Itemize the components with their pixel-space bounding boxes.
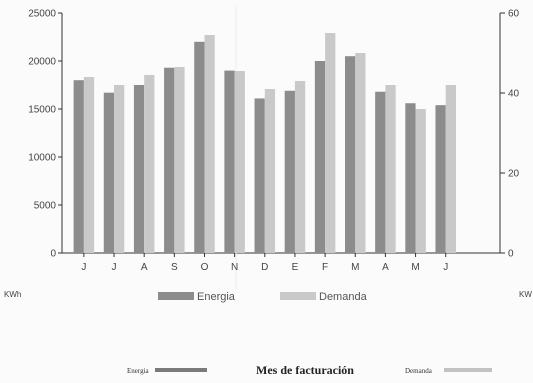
category-label: S xyxy=(171,262,178,273)
caption-swatch-energia xyxy=(155,368,207,372)
bar-energia xyxy=(73,80,84,253)
bar-demanda xyxy=(114,85,125,253)
bar-energia xyxy=(103,92,115,254)
y-left-tick-label: 0 xyxy=(50,249,56,260)
bar-energia xyxy=(314,61,326,253)
y-left-tick-label: 10000 xyxy=(28,153,56,164)
bar-demanda xyxy=(264,89,276,253)
bar-energia xyxy=(284,90,295,253)
category-label: E xyxy=(292,262,299,273)
bar-energia xyxy=(224,70,235,253)
y-right-tick-label: 20 xyxy=(508,169,520,180)
caption-swatch-demanda xyxy=(444,368,492,372)
category-label: D xyxy=(261,262,268,273)
caption-legend-demanda: Demanda xyxy=(405,367,433,375)
bar-energia xyxy=(133,85,145,253)
bar-demanda xyxy=(445,85,456,253)
bar-demanda xyxy=(144,75,155,253)
y-left-tick-label: 25000 xyxy=(28,9,56,20)
legend-label-demanda: Demanda xyxy=(319,291,368,303)
y-right-tick-label: 0 xyxy=(508,249,514,260)
category-label: J xyxy=(81,262,86,273)
category-label: O xyxy=(201,262,209,273)
y-left-unit-label: KWh xyxy=(4,290,21,299)
chart-bars xyxy=(73,33,456,254)
category-label: M xyxy=(351,262,359,273)
category-label: A xyxy=(382,262,389,273)
bar-demanda xyxy=(325,33,336,253)
bar-energia xyxy=(435,105,446,253)
y-left-tick-label: 20000 xyxy=(28,57,56,68)
y-right-unit-label: KW xyxy=(519,290,532,299)
category-label: M xyxy=(411,262,419,273)
bar-demanda xyxy=(385,85,396,253)
bar-demanda xyxy=(83,77,95,253)
bar-demanda xyxy=(415,109,426,253)
bar-demanda xyxy=(234,71,245,253)
bar-energia xyxy=(345,56,356,254)
category-label: J xyxy=(443,262,448,273)
category-label: J xyxy=(112,262,117,273)
bar-energia xyxy=(194,41,205,253)
chart-legend: Energia Demanda xyxy=(158,291,368,303)
legend-swatch-demanda xyxy=(280,292,316,300)
y-left-tick-label: 5000 xyxy=(34,201,57,212)
bar-energia xyxy=(254,98,265,253)
category-label: A xyxy=(141,262,148,273)
y-left-tick-label: 15000 xyxy=(28,105,56,116)
caption-legend-energia: Energia xyxy=(127,367,150,375)
legend-label-energia: Energia xyxy=(197,291,236,303)
bar-energia xyxy=(164,67,175,253)
caption-title: Mes de facturación xyxy=(256,363,354,377)
bar-energia xyxy=(405,103,416,254)
chart-caption: Energia Mes de facturación Demanda xyxy=(127,363,492,377)
y-right-tick-label: 40 xyxy=(508,89,520,100)
bar-demanda xyxy=(355,53,366,253)
category-label: F xyxy=(322,262,328,273)
bar-demanda xyxy=(294,81,306,253)
legend-swatch-energia xyxy=(158,292,194,300)
category-label: N xyxy=(231,262,238,273)
bar-demanda xyxy=(174,67,185,253)
y-right-tick-label: 60 xyxy=(508,9,520,20)
bar-energia xyxy=(375,91,386,253)
bar-demanda xyxy=(204,35,215,253)
unit-labels: KWh KW xyxy=(4,290,532,299)
